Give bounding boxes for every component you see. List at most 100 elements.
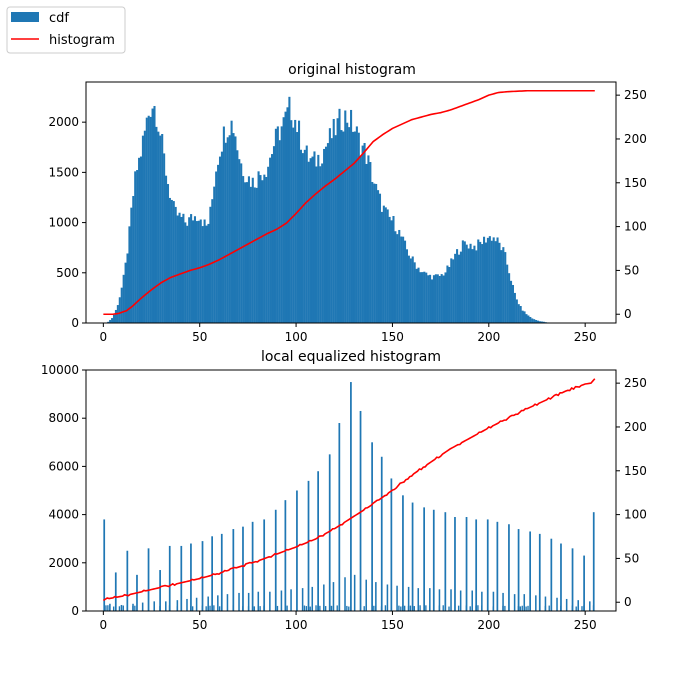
histogram-bar xyxy=(398,229,401,323)
histogram-bar xyxy=(309,606,311,611)
histogram-bar xyxy=(105,605,107,611)
histogram-bar xyxy=(400,236,403,323)
histogram-bar xyxy=(247,176,250,323)
histogram-bar xyxy=(394,231,397,323)
histogram-bar xyxy=(286,107,289,323)
histogram-bar xyxy=(309,158,312,323)
histogram-bar xyxy=(369,162,372,323)
histogram-bar xyxy=(419,605,421,611)
histogram-bar xyxy=(192,606,194,611)
y-tick-label: 1000 xyxy=(48,216,79,230)
histogram-bar xyxy=(286,605,288,611)
histogram-bar xyxy=(454,517,456,611)
histogram-bar xyxy=(276,605,279,611)
histogram-bar xyxy=(134,171,137,323)
histogram-bar xyxy=(332,582,335,611)
histogram-bar xyxy=(157,131,160,323)
histogram-bar xyxy=(363,143,366,323)
histogram-bar xyxy=(386,584,389,611)
histogram-bar xyxy=(317,154,320,323)
histogram-bar xyxy=(344,577,346,611)
histogram-bar xyxy=(556,597,558,611)
histogram-bar xyxy=(182,213,185,323)
histogram-bar xyxy=(340,130,343,323)
histogram-bar xyxy=(583,605,585,611)
histogram-bar xyxy=(172,201,175,323)
x-tick-label: 0 xyxy=(100,618,108,632)
cdf-line xyxy=(103,89,595,316)
histogram-bar xyxy=(251,177,254,323)
histogram-bar xyxy=(517,304,520,323)
histogram-bar xyxy=(299,149,303,323)
y-tick-label: 2000 xyxy=(48,115,79,129)
histogram-bar xyxy=(215,171,218,323)
histogram-bar xyxy=(467,248,470,323)
y2-tick-label: 50 xyxy=(624,263,639,277)
histogram-bar xyxy=(571,548,574,611)
axes-frame xyxy=(85,81,617,324)
histogram-bar xyxy=(577,600,579,611)
histogram-bar xyxy=(396,585,398,611)
histogram-bar xyxy=(402,605,404,611)
histogram-bar xyxy=(296,490,298,611)
histogram-bar xyxy=(457,605,460,611)
histogram-bar xyxy=(386,209,389,323)
histogram-bar xyxy=(409,258,412,323)
histogram-bar xyxy=(436,274,439,323)
histogram-bar xyxy=(430,279,434,323)
x-tick-label: 50 xyxy=(192,618,207,632)
histogram-bar xyxy=(525,606,527,611)
histogram-bar xyxy=(230,120,233,323)
histogram-bar xyxy=(459,590,462,611)
histogram-bar xyxy=(186,225,189,323)
histogram-bar xyxy=(519,306,522,323)
histogram-bar xyxy=(151,108,154,323)
histogram-bar xyxy=(290,120,293,324)
histogram-bar xyxy=(203,219,206,323)
histogram-bar xyxy=(232,133,235,323)
histogram-bar xyxy=(303,605,306,611)
histogram-bar xyxy=(199,219,202,323)
histogram-bar xyxy=(444,512,447,611)
histogram-bar xyxy=(461,240,464,323)
histogram-bar xyxy=(363,606,365,611)
histogram-bar xyxy=(538,321,541,323)
histogram-bar xyxy=(192,220,195,323)
histogram-bar xyxy=(209,605,211,611)
histogram-bar xyxy=(145,117,148,323)
histogram-bar xyxy=(315,605,317,611)
x-tick-label: 200 xyxy=(477,618,500,632)
histogram-bar xyxy=(244,182,247,323)
legend-histogram-label: histogram xyxy=(49,33,115,48)
histogram-bar xyxy=(517,606,520,611)
histogram-bar xyxy=(159,135,162,323)
histogram-bar xyxy=(421,272,424,323)
histogram-bar xyxy=(540,321,543,323)
histogram-bar xyxy=(523,311,526,323)
y-tick-label: 4000 xyxy=(48,508,79,522)
histogram-bar xyxy=(274,509,277,611)
histogram-bar xyxy=(538,533,541,611)
histogram-bar xyxy=(228,135,231,323)
histogram-bar xyxy=(307,161,310,323)
histogram-bar xyxy=(120,287,123,323)
histogram-bar xyxy=(521,605,523,611)
histogram-bar xyxy=(330,605,333,611)
histogram-bar xyxy=(168,197,171,323)
histogram-bar xyxy=(508,273,511,323)
histogram-bar xyxy=(269,591,271,611)
histogram-bar xyxy=(284,111,287,323)
histogram-bar xyxy=(319,166,322,323)
histogram-bar xyxy=(166,184,170,323)
histogram-bar xyxy=(533,319,536,323)
histogram-bar xyxy=(488,236,491,323)
histogram-bar xyxy=(238,159,241,323)
histogram-bar xyxy=(205,606,207,611)
histogram-bar xyxy=(334,135,337,323)
histogram-bar xyxy=(375,183,378,323)
histogram-bar xyxy=(359,410,362,611)
histogram-bar xyxy=(380,211,383,323)
histogram-bar xyxy=(481,591,483,611)
histogram-bar xyxy=(301,588,304,611)
histogram-bar xyxy=(490,240,493,323)
